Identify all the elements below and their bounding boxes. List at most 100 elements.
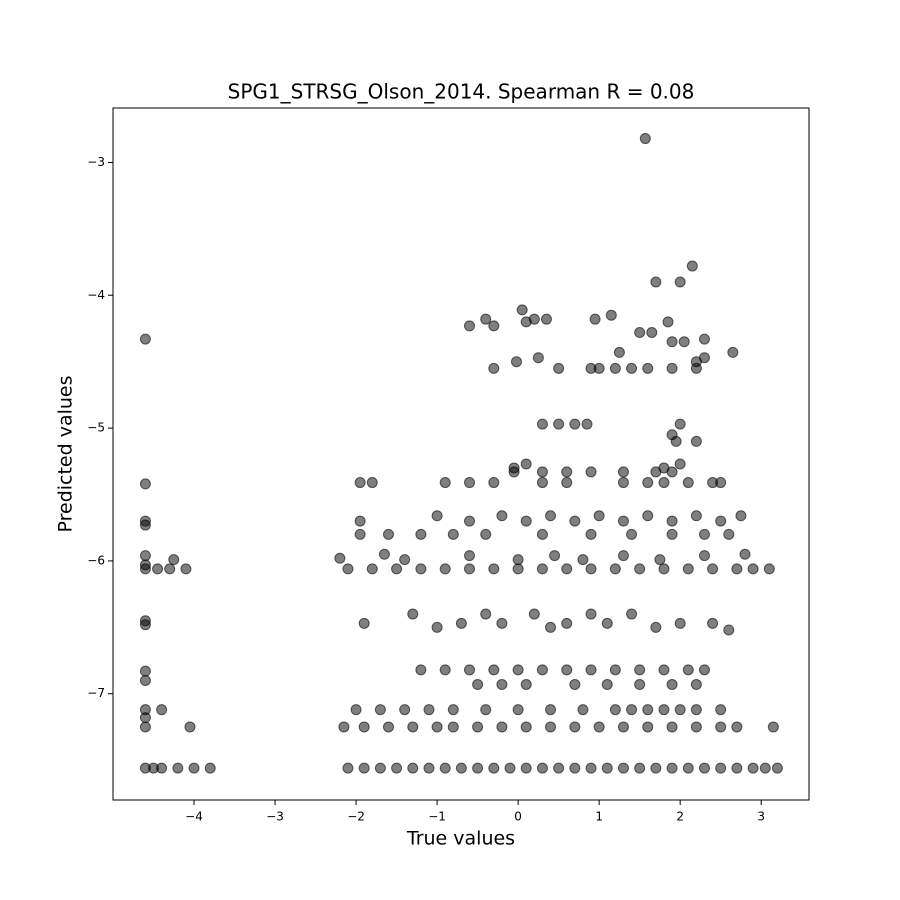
point (642, 721, 654, 733)
point (553, 418, 565, 430)
point (399, 554, 411, 566)
point (399, 704, 411, 716)
point (609, 362, 621, 374)
point (423, 704, 435, 716)
point (512, 704, 524, 716)
point (577, 554, 589, 566)
point (731, 721, 743, 733)
point (690, 704, 702, 716)
point (658, 704, 670, 716)
point (727, 346, 739, 358)
point (488, 477, 500, 489)
point (654, 554, 666, 566)
point (569, 418, 581, 430)
point (585, 466, 597, 478)
point (698, 762, 710, 774)
x-tick-label: −3 (266, 810, 284, 824)
point (536, 563, 548, 575)
point (682, 762, 694, 774)
point (464, 550, 476, 562)
point (488, 762, 500, 774)
point (569, 721, 581, 733)
point (354, 477, 366, 489)
point (415, 664, 427, 676)
point (601, 678, 613, 690)
point (354, 515, 366, 527)
point (382, 528, 394, 540)
point (184, 721, 196, 733)
point (480, 608, 492, 620)
x-axis-label: True values (406, 828, 515, 850)
point (666, 721, 678, 733)
point (472, 678, 484, 690)
point (139, 619, 151, 631)
x-tick-label: 2 (676, 810, 684, 824)
point (553, 362, 565, 374)
point (674, 617, 686, 629)
x-tick-label: 3 (757, 810, 765, 824)
point (581, 418, 593, 430)
point (382, 721, 394, 733)
point (569, 678, 581, 690)
point (334, 552, 346, 564)
y-tick-label: −5 (87, 421, 105, 435)
point (715, 515, 727, 527)
point (407, 721, 419, 733)
point (759, 762, 771, 774)
point (139, 665, 151, 677)
chart-title: SPG1_STRSG_Olson_2014. Spearman R = 0.08 (228, 80, 695, 104)
point (642, 477, 654, 489)
point (528, 313, 540, 325)
point (204, 762, 216, 774)
point (585, 608, 597, 620)
point (520, 762, 532, 774)
point (617, 515, 629, 527)
point (354, 528, 366, 540)
point (496, 721, 508, 733)
point (658, 664, 670, 676)
point (512, 563, 524, 575)
point (723, 624, 735, 636)
point (626, 528, 638, 540)
point (731, 563, 743, 575)
y-axis-label: Predicted values (55, 375, 77, 532)
point (464, 320, 476, 332)
point (674, 704, 686, 716)
point (172, 762, 184, 774)
point (690, 678, 702, 690)
point (715, 721, 727, 733)
point (423, 762, 435, 774)
point (464, 477, 476, 489)
point (682, 664, 694, 676)
point (139, 519, 151, 531)
point (609, 704, 621, 716)
point (735, 510, 747, 522)
point (690, 435, 702, 447)
point (374, 762, 386, 774)
point (613, 346, 625, 358)
point (536, 762, 548, 774)
point (366, 563, 378, 575)
point (686, 260, 698, 272)
point (561, 477, 573, 489)
point (540, 313, 552, 325)
point (431, 721, 443, 733)
y-tick-label: −6 (87, 553, 105, 567)
point (739, 548, 751, 560)
point (139, 712, 151, 724)
point (439, 762, 451, 774)
point (139, 550, 151, 562)
point (658, 563, 670, 575)
point (536, 528, 548, 540)
point (601, 617, 613, 629)
x-tick-label: −4 (185, 810, 203, 824)
point (496, 510, 508, 522)
point (767, 721, 779, 733)
point (698, 528, 710, 540)
point (609, 563, 621, 575)
point (180, 563, 192, 575)
point (511, 356, 523, 368)
point (763, 563, 775, 575)
point (715, 704, 727, 716)
point (715, 762, 727, 774)
